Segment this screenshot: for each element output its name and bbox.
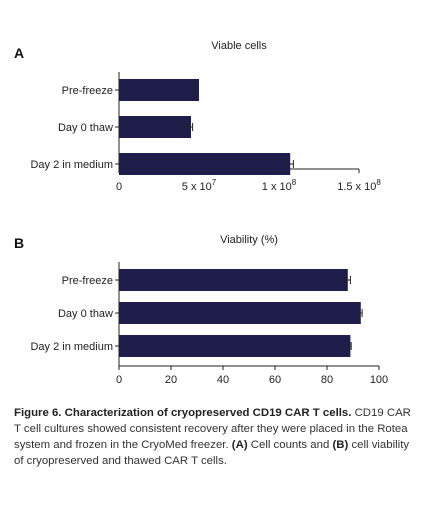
chart-a-xtick-label-100000000: 1 x 108 <box>262 178 297 193</box>
chart-b-category-pre-freeze: Pre-freeze <box>62 275 113 287</box>
chart-b-xtick-label-100: 100 <box>370 374 388 386</box>
chart-b-xtick-label-60: 60 <box>269 374 281 386</box>
chart-b-category-day-2-in-medium: Day 2 in medium <box>30 341 113 353</box>
chart-a-xtick-exponent-50000000: 7 <box>212 178 217 187</box>
chart-a-category-day-0-thaw: Day 0 thaw <box>58 122 113 134</box>
chart-a-bar-day-2-in-medium <box>119 153 291 175</box>
chart-a-bar-day-0-thaw <box>119 116 191 138</box>
chart-a-bar-pre-freeze <box>119 79 199 101</box>
chart-b-xtick-label-80: 80 <box>321 374 333 386</box>
chart-a-xtick-label-50000000: 5 x 107 <box>182 178 217 193</box>
chart-a-xtick-label-0: 0 <box>116 181 122 193</box>
caption-text-1: CD19 CAR T cell cultures showed consiste… <box>14 407 411 451</box>
chart-a-title: Viable cells <box>211 40 267 52</box>
caption-label-a: (A) <box>231 439 248 451</box>
chart-b-xtick-label-0: 0 <box>116 374 122 386</box>
caption-text-2: Cell counts and <box>247 439 333 451</box>
panel-b-label: B <box>14 235 24 251</box>
chart-b-xtick-label-20: 20 <box>165 374 177 386</box>
chart-b-title: Viability (%) <box>220 234 278 246</box>
chart-a-category-day-2-in-medium: Day 2 in medium <box>30 159 113 171</box>
chart-a-xtick-exponent-100000000: 8 <box>292 178 297 187</box>
chart-a-xtick-label-150000000: 1.5 x 108 <box>337 178 381 193</box>
chart-b-xtick-label-40: 40 <box>217 374 229 386</box>
chart-b-category-day-0-thaw: Day 0 thaw <box>58 308 113 320</box>
caption-text-3: cell viability of cryopreserved and thaw… <box>14 439 410 467</box>
caption-label-b: (B) <box>332 439 349 451</box>
chart-a-xtick-exponent-150000000: 8 <box>376 178 381 187</box>
chart-b-bar-day-0-thaw <box>119 302 361 324</box>
chart-a-category-pre-freeze: Pre-freeze <box>62 85 113 97</box>
chart-b-bar-day-2-in-medium <box>119 335 351 357</box>
panel-a-label: A <box>14 45 24 61</box>
caption-title: Figure 6. Characterization of cryopreser… <box>14 407 352 419</box>
chart-b-bar-pre-freeze <box>119 269 348 291</box>
figure-caption: Figure 6. Characterization of cryopreser… <box>14 405 414 469</box>
